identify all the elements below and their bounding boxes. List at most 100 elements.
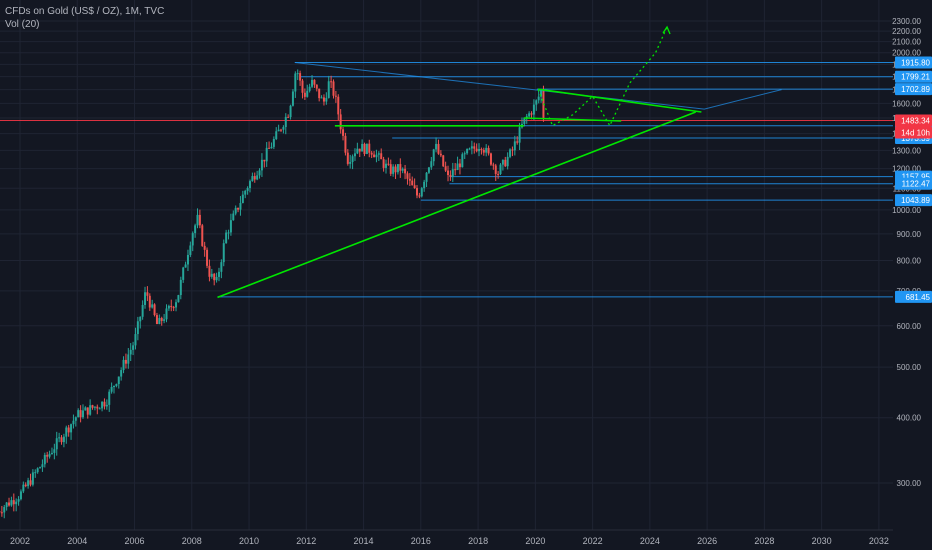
candle-body xyxy=(136,321,139,335)
candle-body xyxy=(117,376,120,385)
candle-body xyxy=(487,147,490,154)
candle-body xyxy=(504,159,507,167)
y-tick-label: 1300.00 xyxy=(892,146,921,155)
candle-body xyxy=(17,499,20,502)
x-tick-label: 2028 xyxy=(754,536,774,546)
candle-body xyxy=(466,148,469,154)
candle-body xyxy=(120,370,123,377)
x-tick-label: 2014 xyxy=(354,536,374,546)
candle-body xyxy=(60,437,63,443)
bar-countdown-tag-bg xyxy=(895,126,932,139)
candle-body xyxy=(22,484,25,492)
x-tick-label: 2022 xyxy=(583,536,603,546)
candle-body xyxy=(387,163,390,165)
candle-body xyxy=(375,154,378,158)
candle-body xyxy=(260,159,263,171)
candle-body xyxy=(170,305,173,308)
volume-indicator-label[interactable]: Vol (20) xyxy=(5,19,40,30)
candle-body xyxy=(129,349,132,355)
candle-body xyxy=(427,167,430,173)
candle-body xyxy=(373,154,376,158)
y-tick-label: 1600.00 xyxy=(892,99,921,108)
candle-body xyxy=(229,220,232,233)
candle-body xyxy=(81,410,84,418)
candle-body xyxy=(86,407,89,415)
candle-body xyxy=(525,116,528,118)
candle-body xyxy=(89,405,92,415)
candle-body xyxy=(36,468,39,473)
candle-body xyxy=(463,153,466,155)
candle-body xyxy=(456,163,459,171)
time-axis[interactable]: 2002 2004 2006 2008 2010 2012 2014 2016 2018 2020… xyxy=(10,536,889,546)
candle-body xyxy=(313,79,316,85)
price-level-tag-bg xyxy=(895,56,932,69)
candle-body xyxy=(124,359,127,364)
x-tick-label: 2030 xyxy=(812,536,832,546)
candle-body xyxy=(432,149,435,162)
candle-body xyxy=(439,153,442,156)
candle-body xyxy=(198,214,201,226)
candle-body xyxy=(344,135,347,153)
price-level-tag-bg xyxy=(895,290,932,303)
candle-body xyxy=(127,354,130,364)
candle-body xyxy=(96,406,99,409)
candle-body xyxy=(132,345,135,350)
candle-body xyxy=(172,307,175,309)
candle-body xyxy=(368,143,371,153)
candle-body xyxy=(449,175,452,177)
candle-body xyxy=(461,154,464,168)
inner-box-line xyxy=(523,117,622,122)
candle-body xyxy=(105,404,108,407)
candle-body xyxy=(275,131,278,140)
candle-body xyxy=(513,141,516,151)
candle-body xyxy=(251,176,254,182)
x-tick-label: 2020 xyxy=(525,536,545,546)
candle-body xyxy=(151,304,154,308)
candle-body xyxy=(334,95,337,97)
candle-body xyxy=(167,305,170,309)
candle-body xyxy=(8,502,11,506)
candle-body xyxy=(43,454,46,465)
price-level-tag-text: 1799.21 xyxy=(901,73,930,82)
candle-body xyxy=(370,152,373,155)
candle-body xyxy=(291,91,294,106)
candle-body xyxy=(70,424,73,433)
candle-body xyxy=(416,188,419,196)
candle-body xyxy=(399,164,402,171)
candle-body xyxy=(394,166,397,173)
candle-body xyxy=(31,472,34,485)
price-level-tag-text: 1122.47 xyxy=(902,180,931,189)
candle-body xyxy=(210,273,213,277)
candle-body xyxy=(177,295,180,303)
candle-body xyxy=(153,304,156,316)
price-levels xyxy=(0,61,893,298)
y-tick-label: 800.00 xyxy=(897,257,922,266)
y-tick-label: 1000.00 xyxy=(892,206,921,215)
y-tick-label: 1200.00 xyxy=(892,165,921,174)
candle-body xyxy=(408,178,411,181)
price-level-tag-bg xyxy=(895,83,932,96)
candle-body xyxy=(537,96,540,101)
candle-body xyxy=(454,169,457,171)
candle-body xyxy=(103,401,106,407)
candle-body xyxy=(499,164,502,174)
candle-body xyxy=(93,406,96,408)
candle-body xyxy=(444,166,447,171)
candle-body xyxy=(339,114,342,130)
price-level-tag-text: 1043.89 xyxy=(901,196,930,205)
candle-body xyxy=(196,214,199,226)
candle-body xyxy=(0,512,3,514)
price-level-tag-text: 1915.80 xyxy=(901,58,930,67)
candle-body xyxy=(270,146,273,149)
candle-body xyxy=(265,147,268,162)
candle-body xyxy=(101,401,104,409)
symbol-title[interactable]: CFDs on Gold (US$ / OZ), 1M, TVC xyxy=(5,6,165,17)
candle-body xyxy=(253,176,256,180)
x-tick-label: 2006 xyxy=(125,536,145,546)
candle-body xyxy=(384,163,387,168)
candle-body xyxy=(108,391,111,405)
candle-body xyxy=(91,405,94,408)
current-price-tag-bg xyxy=(895,114,932,127)
y-tick-label: 300.00 xyxy=(897,479,922,488)
